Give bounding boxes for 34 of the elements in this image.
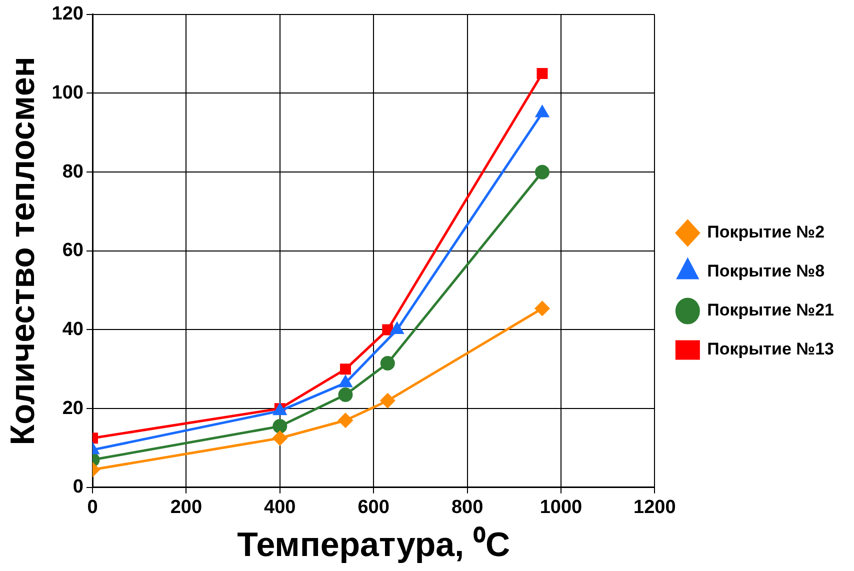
point: [272, 419, 288, 434]
point: [534, 164, 550, 180]
point: [536, 68, 548, 80]
y-axis-title: Количество теплосмен: [4, 56, 42, 446]
legend-label: Покрытие №2: [707, 222, 825, 242]
x-axis-title: Температура, ⁰C: [237, 526, 510, 564]
y-tick-label: 60: [62, 240, 84, 262]
legend-label: Покрытие №8: [707, 262, 825, 281]
x-tick-label: 1200: [634, 497, 676, 518]
y-tick-label: 40: [62, 318, 84, 340]
point: [536, 106, 549, 118]
point: [340, 364, 351, 375]
legend-label: Покрытие №21: [707, 300, 834, 320]
x-tick-label: 400: [264, 497, 296, 518]
x-tick-label: 200: [170, 497, 202, 518]
x-tick-label: 600: [358, 497, 390, 518]
point: [382, 324, 394, 336]
y-tick-label: 80: [62, 161, 84, 182]
point: [338, 413, 353, 428]
legend-label: Покрытие №13: [707, 340, 834, 359]
y-tick-label: 20: [62, 398, 84, 419]
point: [338, 388, 353, 402]
y-tick-label: 0: [72, 476, 84, 498]
y-tick-label: 120: [52, 4, 84, 25]
point: [339, 376, 352, 388]
x-tick-label: 800: [451, 497, 484, 518]
point: [272, 430, 288, 446]
x-tick-label: 0: [87, 497, 98, 518]
point: [390, 322, 404, 334]
y-tick-label: 100: [52, 82, 84, 104]
point: [534, 301, 550, 316]
point: [380, 393, 395, 408]
point: [380, 356, 395, 370]
x-tick-label: 1000: [540, 497, 582, 518]
